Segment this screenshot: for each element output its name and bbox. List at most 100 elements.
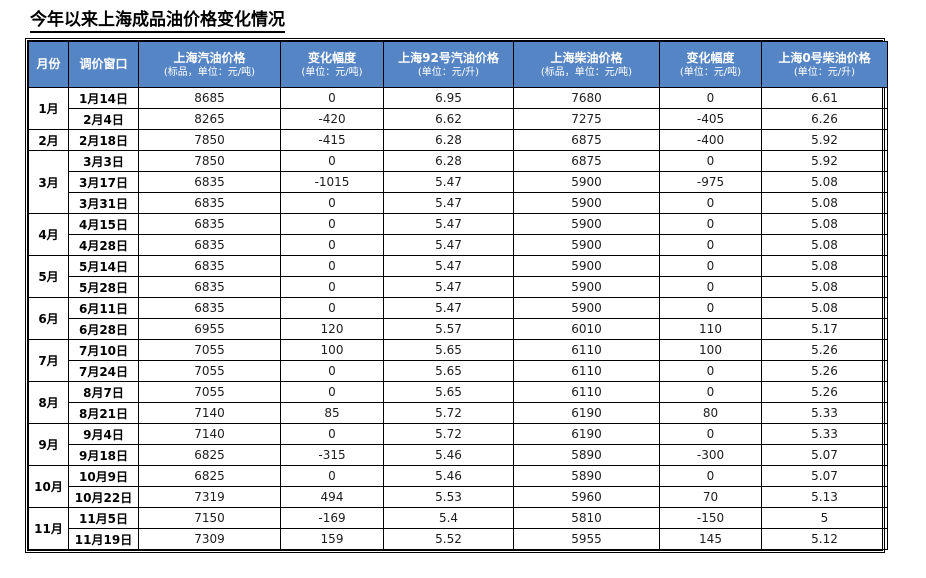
value-cell: 6835	[138, 213, 281, 235]
value-cell: 5900	[513, 276, 660, 298]
value-cell: 6835	[138, 297, 281, 319]
value-cell: 6010	[513, 318, 660, 340]
value-cell: 7850	[138, 129, 281, 151]
value-cell: 7309	[138, 528, 281, 550]
col-header-label: 上海柴油价格	[550, 50, 623, 65]
value-cell: 5.08	[761, 192, 888, 214]
date-cell: 9月4日	[68, 423, 139, 445]
month-cell: 3月	[28, 150, 69, 214]
value-cell: 0	[280, 423, 384, 445]
value-cell: 5.52	[383, 528, 514, 550]
value-cell: 5.47	[383, 276, 514, 298]
value-cell: -415	[280, 129, 384, 151]
month-cell: 5月	[28, 255, 69, 298]
value-cell: 7319	[138, 486, 281, 508]
value-cell: 5900	[513, 234, 660, 256]
value-cell: 0	[659, 276, 762, 298]
table-row: 3月17日 6835 -1015 5.47 5900 -975 5.08	[29, 171, 888, 193]
value-cell: 6835	[138, 255, 281, 277]
value-cell: 5.26	[761, 381, 888, 403]
date-cell: 3月17日	[68, 171, 139, 193]
value-cell: 0	[659, 150, 762, 172]
table-row: 3月31日 6835 0 5.47 5900 0 5.08	[29, 192, 888, 214]
value-cell: 145	[659, 528, 762, 550]
date-cell: 11月19日	[68, 528, 139, 550]
table-row: 7月24日 7055 0 5.65 6110 0 5.26	[29, 360, 888, 382]
col-header-label: 变化幅度	[307, 50, 356, 65]
value-cell: 5.12	[761, 528, 888, 550]
value-cell: 5890	[513, 444, 660, 466]
value-cell: 7055	[138, 339, 281, 361]
value-cell: 6110	[513, 360, 660, 382]
date-cell: 8月7日	[68, 381, 139, 403]
value-cell: -975	[659, 171, 762, 193]
date-cell: 3月3日	[68, 150, 139, 172]
value-cell: 5.47	[383, 255, 514, 277]
value-cell: 0	[659, 423, 762, 445]
value-cell: 0	[280, 192, 384, 214]
page-title: 今年以来上海成品油价格变化情况	[30, 5, 285, 33]
table-row: 3月 3月3日 7850 0 6.28 6875 0 5.92	[28, 150, 888, 214]
col-header-unit: (单位：元/升)	[417, 66, 480, 78]
value-cell: 5.13	[761, 486, 888, 508]
value-cell: 6.26	[761, 108, 888, 130]
value-cell: 0	[659, 297, 762, 319]
value-cell: 100	[280, 339, 384, 361]
value-cell: -315	[280, 444, 384, 466]
value-cell: 5.4	[383, 507, 514, 529]
date-cell: 7月24日	[68, 360, 139, 382]
date-cell: 2月18日	[68, 129, 139, 151]
value-cell: 0	[280, 276, 384, 298]
value-cell: 5900	[513, 171, 660, 193]
date-cell: 7月10日	[68, 339, 139, 361]
date-cell: 9月18日	[68, 444, 139, 466]
value-cell: 5.47	[383, 297, 514, 319]
value-cell: 6835	[138, 234, 281, 256]
col-header-label: 变化幅度	[686, 50, 735, 65]
value-cell: 6835	[138, 171, 281, 193]
value-cell: 6110	[513, 339, 660, 361]
value-cell: 6.61	[761, 87, 888, 109]
value-cell: 5.08	[761, 213, 888, 235]
value-cell: -300	[659, 444, 762, 466]
table-body: 1月 1月14日 8685 0 6.95 7680 0 6.61 2月4日 8265 -420 6.6…	[28, 87, 888, 550]
month-cell: 4月	[28, 213, 69, 256]
value-cell: 5.08	[761, 171, 888, 193]
value-cell: 6875	[513, 129, 660, 151]
date-cell: 5月28日	[68, 276, 139, 298]
value-cell: 5890	[513, 465, 660, 487]
value-cell: 80	[659, 402, 762, 424]
value-cell: 0	[659, 360, 762, 382]
value-cell: 5.57	[383, 318, 514, 340]
price-table: 月份 调价窗口 上海汽油价格 (标品，单位：元/吨) 变化幅度 (单位：元/吨) 上海92号…	[28, 41, 888, 550]
value-cell: 7150	[138, 507, 281, 529]
table-row: 9月18日 6825 -315 5.46 5890 -300 5.07	[29, 444, 888, 466]
value-cell: 7140	[138, 402, 281, 424]
table-row: 10月22日 7319 494 5.53 5960 70 5.13	[29, 486, 888, 508]
table-row: 5月 5月14日 6835 0 5.47 5900 0 5.08	[28, 255, 888, 298]
date-cell: 4月28日	[68, 234, 139, 256]
col-header-gasoline-92: 上海92号汽油价格 (单位：元/升)	[383, 41, 514, 88]
date-cell: 1月14日	[68, 87, 139, 109]
value-cell: 5900	[513, 213, 660, 235]
value-cell: 6955	[138, 318, 281, 340]
value-cell: 0	[280, 255, 384, 277]
value-cell: 5900	[513, 255, 660, 277]
value-cell: 0	[280, 150, 384, 172]
table-row: 2月 2月18日 7850 -415 6.28 6875 -400 5.92	[28, 129, 888, 151]
value-cell: 70	[659, 486, 762, 508]
col-header-label: 月份	[36, 57, 61, 71]
value-cell: 5.47	[383, 192, 514, 214]
value-cell: 85	[280, 402, 384, 424]
col-header-gas-change: 变化幅度 (单位：元/吨)	[280, 41, 384, 88]
date-cell: 6月11日	[68, 297, 139, 319]
table-row: 9月 9月4日 7140 0 5.72 6190 0 5.33	[28, 423, 888, 466]
month-cell: 6月	[28, 297, 69, 340]
value-cell: 5900	[513, 192, 660, 214]
value-cell: 5.07	[761, 465, 888, 487]
col-header-diesel-0: 上海0号柴油价格 (单位：元/升)	[761, 41, 888, 88]
table-row: 8月21日 7140 85 5.72 6190 80 5.33	[29, 402, 888, 424]
value-cell: 6.95	[383, 87, 514, 109]
value-cell: 0	[280, 465, 384, 487]
value-cell: 7055	[138, 381, 281, 403]
